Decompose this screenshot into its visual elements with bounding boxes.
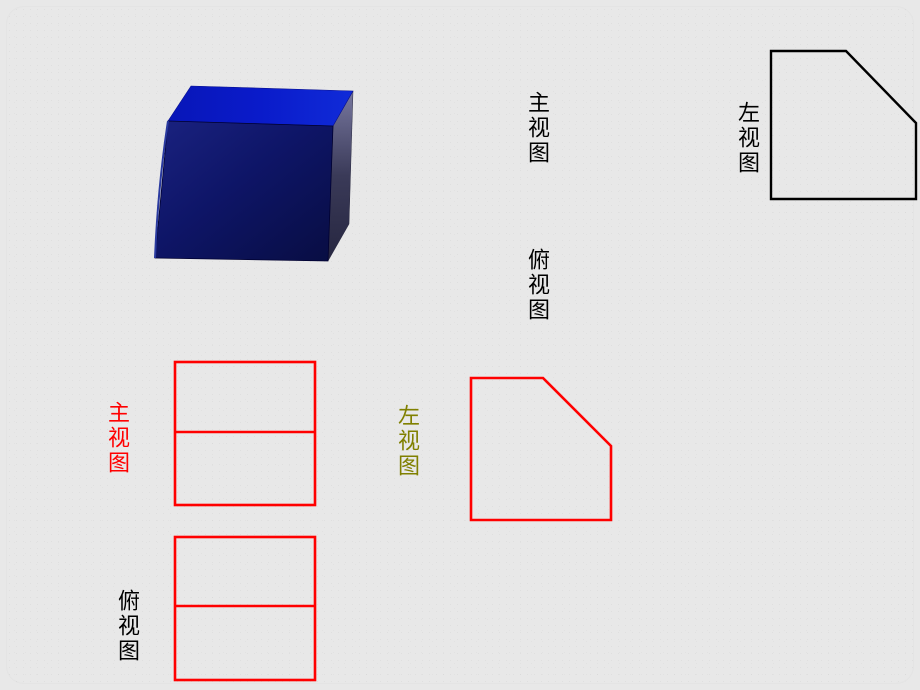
label-left-view-olive: 左视图 [396, 404, 418, 479]
solid-3d [143, 66, 368, 271]
left-view-black [771, 51, 920, 211]
left-view-black-outline [771, 51, 916, 199]
label-plan-view-bot: 俯视图 [116, 589, 138, 664]
label-left-view-top: 左视图 [736, 101, 758, 176]
label-front-view-red: 主视图 [106, 401, 128, 476]
diagram-frame: 主视图 左视图 俯视图 主视图 左视图 俯视图 [6, 6, 914, 684]
plan-view-red-rect [175, 537, 315, 680]
left-view-red-outline [471, 378, 611, 520]
left-view-red [471, 378, 631, 538]
solid-top-face [168, 86, 353, 126]
front-view-red-rect [175, 362, 315, 505]
label-front-view-top: 主视图 [526, 91, 548, 166]
plan-view-red [174, 536, 318, 683]
label-plan-view-top: 俯视图 [526, 248, 548, 323]
front-view-red [174, 361, 318, 508]
solid-front-face [155, 121, 333, 261]
